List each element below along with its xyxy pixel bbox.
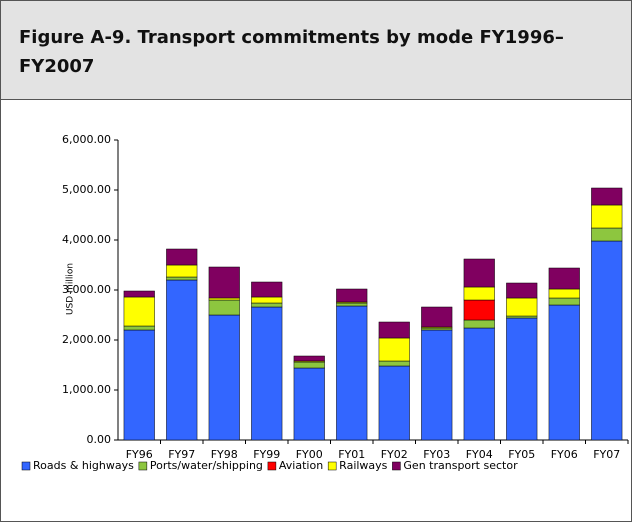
- bar-segment: [208, 299, 240, 316]
- bar-segment: [591, 187, 623, 206]
- y-tick-label: 5,000.00: [62, 183, 111, 196]
- bar-segment: [336, 305, 368, 441]
- bar-segment: [123, 290, 155, 298]
- x-tick-label: FY03: [423, 448, 450, 461]
- bar-segment: [463, 299, 495, 321]
- x-tick-label: FY06: [551, 448, 578, 461]
- bar-segment: [506, 297, 538, 317]
- bar-segment: [378, 365, 410, 441]
- bar-segment: [378, 321, 410, 339]
- legend-label: Railways: [339, 459, 388, 472]
- bar-segment: [463, 327, 495, 441]
- legend-swatch: [327, 461, 337, 471]
- bar-segment: [506, 317, 538, 441]
- legend-swatch: [138, 461, 148, 471]
- bar-segment: [548, 288, 580, 299]
- bar-segment: [166, 276, 198, 281]
- bar-segment: [208, 297, 240, 301]
- bar-segment: [548, 304, 580, 441]
- legend-swatch: [392, 461, 401, 471]
- y-tick-label: 0.00: [87, 433, 112, 446]
- bar-segment: [506, 282, 538, 299]
- bar-segment: [208, 266, 240, 299]
- y-axis-label: USD million: [66, 263, 76, 315]
- y-tick-label: 2,000.00: [62, 333, 111, 346]
- bar-segment: [123, 296, 155, 327]
- bar-segment: [251, 306, 283, 441]
- bar-segment: [548, 297, 580, 306]
- legend-swatch: [21, 461, 31, 471]
- bar-segment: [506, 315, 538, 319]
- bar-segment: [336, 302, 368, 307]
- bar-segment: [591, 240, 623, 441]
- bar-segment: [251, 296, 283, 304]
- header: Figure A-9. Transport commitments by mod…: [1, 1, 631, 100]
- bar-segment: [251, 302, 283, 308]
- bar-segment: [123, 329, 155, 441]
- x-tick-label: FY96: [126, 448, 153, 461]
- bar-segment: [123, 325, 155, 331]
- bar-segment: [421, 329, 453, 441]
- bar-segment: [166, 248, 198, 266]
- bar-segment: [421, 306, 453, 328]
- x-tick-label: FY01: [338, 448, 365, 461]
- bar-segment: [208, 314, 240, 441]
- bar-segment: [591, 204, 623, 229]
- x-tick-label: FY97: [168, 448, 195, 461]
- legend-label: Aviation: [279, 459, 323, 472]
- bar-segment: [293, 361, 325, 369]
- bar-segment: [378, 337, 410, 362]
- bar-segment: [463, 319, 495, 329]
- y-tick-label: 3,000.00: [62, 283, 111, 296]
- bar-segment: [463, 258, 495, 288]
- y-tick-label: 6,000.00: [62, 133, 111, 146]
- bar-segment: [336, 288, 368, 303]
- x-tick-label: FY02: [381, 448, 408, 461]
- bar-segment: [293, 367, 325, 441]
- bar-segment: [463, 286, 495, 301]
- x-tick-label: FY98: [211, 448, 238, 461]
- bar-segment: [378, 360, 410, 367]
- legend-label: Gen transport sector: [403, 459, 518, 472]
- x-tick-label: FY05: [508, 448, 535, 461]
- y-tick-label: 1,000.00: [62, 383, 111, 396]
- bar-segment: [251, 281, 283, 298]
- bar-segment: [166, 279, 198, 441]
- bar-segment: [548, 267, 580, 290]
- legend-label: Roads & highways: [33, 459, 134, 472]
- legend-swatch: [267, 461, 277, 471]
- chart-title: Figure A-9. Transport commitments by mod…: [19, 27, 564, 77]
- x-tick-label: FY07: [593, 448, 620, 461]
- y-tick-label: 4,000.00: [62, 233, 111, 246]
- chart: USD million 0.00 1,000.00 2,000.00 3,000.00…: [21, 133, 629, 472]
- bar-segment: [293, 355, 325, 362]
- bar-segment: [421, 327, 453, 331]
- x-tick-label: FY00: [296, 448, 323, 461]
- x-tick-label: FY04: [466, 448, 493, 461]
- bar-segment: [591, 227, 623, 242]
- bar-segment: [166, 264, 198, 278]
- x-tick-label: FY99: [253, 448, 280, 461]
- legend-label: Ports/water/shipping: [150, 459, 263, 472]
